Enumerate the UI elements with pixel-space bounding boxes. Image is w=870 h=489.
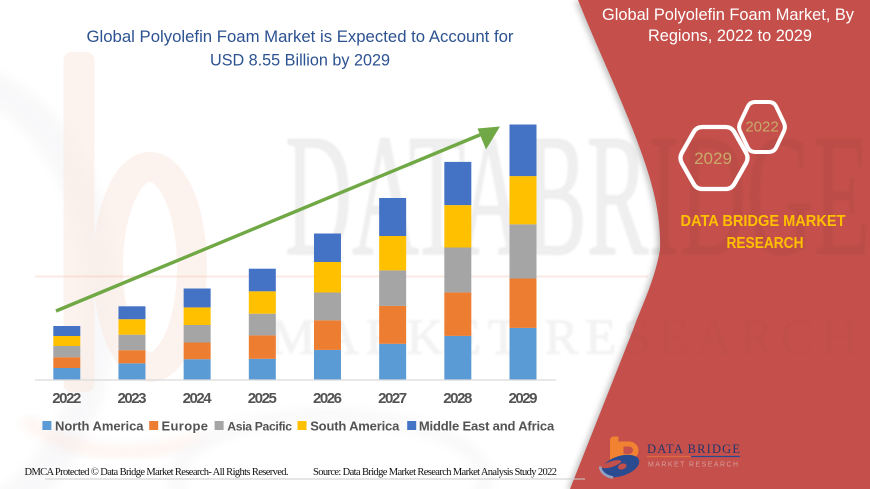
- svg-text:Source: Data Bridge Market Res: Source: Data Bridge Market Research Mark…: [313, 467, 557, 478]
- svg-text:Regions, 2022 to 2029: Regions, 2022 to 2029: [648, 26, 812, 45]
- svg-text:Global Polyolefin Foam Market,: Global Polyolefin Foam Market, By: [602, 5, 854, 24]
- svg-text:2022: 2022: [52, 390, 81, 407]
- svg-text:Global Polyolefin Foam Market: Global Polyolefin Foam Market is Expecte…: [87, 27, 514, 46]
- svg-text:2029: 2029: [694, 149, 732, 168]
- svg-text:USD 8.55 Billion by 2029: USD 8.55 Billion by 2029: [210, 51, 390, 70]
- svg-text:Middle East and Africa: Middle East and Africa: [419, 419, 555, 434]
- svg-text:2027: 2027: [378, 390, 407, 407]
- svg-text:Europe: Europe: [162, 419, 209, 434]
- svg-text:DATA BRIDGE MARKET: DATA BRIDGE MARKET: [681, 213, 846, 230]
- svg-text:2023: 2023: [118, 390, 147, 407]
- svg-text:MARKET RESEARCH: MARKET RESEARCH: [648, 462, 738, 469]
- svg-text:Asia Pacific: Asia Pacific: [227, 420, 292, 434]
- svg-text:RESEARCH: RESEARCH: [727, 235, 804, 252]
- svg-text:DMCA Protected © Data Bridge M: DMCA Protected © Data Bridge Market Rese…: [25, 467, 289, 478]
- svg-text:2025: 2025: [248, 390, 277, 407]
- svg-text:2022: 2022: [745, 119, 778, 136]
- svg-text:North America: North America: [55, 419, 144, 434]
- svg-text:DATA BRIDGE: DATA BRIDGE: [647, 442, 740, 456]
- svg-text:South America: South America: [310, 419, 400, 434]
- svg-text:2026: 2026: [313, 390, 342, 407]
- svg-text:2028: 2028: [443, 390, 472, 407]
- svg-text:2024: 2024: [183, 390, 213, 407]
- svg-text:2029: 2029: [509, 390, 538, 407]
